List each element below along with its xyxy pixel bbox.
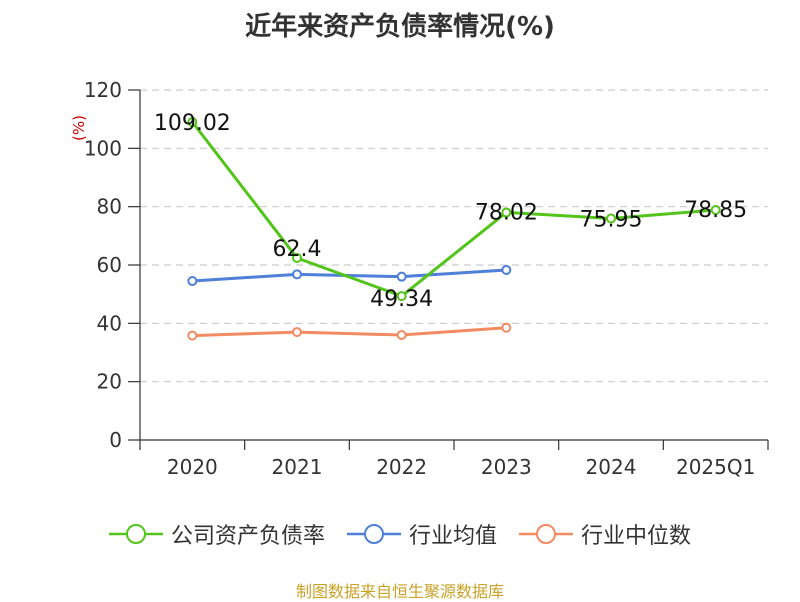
- source-note: 制图数据来自恒生聚源数据库: [295, 582, 504, 601]
- data-point: [187, 117, 198, 128]
- legend-label-company: 公司资产负债率: [170, 524, 325, 549]
- data-point: [501, 264, 512, 275]
- x-tick-label: 2022: [376, 455, 427, 479]
- data-point: [187, 276, 198, 287]
- y-tick-label: 100: [84, 136, 122, 160]
- data-label: 49.34: [370, 287, 433, 312]
- legend-swatch-industry-mean: [346, 524, 401, 544]
- chart-legend: 公司资产负债率 行业均值 行业中位数: [0, 518, 800, 550]
- y-tick-label: 20: [97, 370, 122, 394]
- x-tick-label: 2024: [586, 455, 637, 479]
- x-tick-label: 2025Q1: [676, 455, 755, 479]
- data-point: [396, 291, 407, 302]
- series-line: [192, 326, 507, 338]
- y-tick-label: 120: [84, 78, 122, 102]
- data-label: 78.02: [475, 200, 538, 225]
- data-point: [292, 269, 302, 280]
- legend-label-industry-mean: 行业均值: [408, 524, 497, 549]
- data-label: 109.02: [154, 111, 231, 136]
- data-point: [501, 322, 512, 333]
- data-point: [187, 330, 198, 341]
- legend-item-industry-median[interactable]: 行业中位数: [519, 518, 691, 550]
- series-line: [191, 121, 716, 298]
- data-point: [396, 330, 407, 340]
- legend-item-company[interactable]: 公司资产负债率: [108, 518, 325, 550]
- data-point: [710, 205, 721, 216]
- chart-title: 近年来资产负债率情况(%): [245, 12, 555, 42]
- legend-swatch-company: [108, 524, 163, 544]
- data-label: 62.4: [273, 237, 322, 262]
- y-tick-label: 40: [97, 311, 122, 335]
- data-point: [292, 253, 302, 263]
- x-tick-label: 2023: [481, 455, 532, 479]
- x-tick-label: 2020: [167, 455, 218, 479]
- data-point: [501, 207, 512, 218]
- data-label: 78.85: [684, 198, 747, 223]
- y-axis-label: (%): [70, 115, 88, 141]
- data-point: [396, 271, 407, 282]
- data-label: 75.95: [580, 207, 643, 232]
- y-tick-label: 80: [97, 195, 122, 219]
- y-tick-label: 60: [97, 253, 122, 277]
- data-point: [606, 213, 616, 224]
- legend-label-industry-median: 行业中位数: [581, 524, 692, 549]
- legend-swatch-industry-median: [519, 524, 573, 544]
- legend-item-industry-mean[interactable]: 行业均值: [346, 518, 497, 550]
- data-point: [292, 327, 302, 338]
- y-tick-label: 0: [109, 428, 122, 452]
- x-tick-label: 2021: [272, 455, 323, 479]
